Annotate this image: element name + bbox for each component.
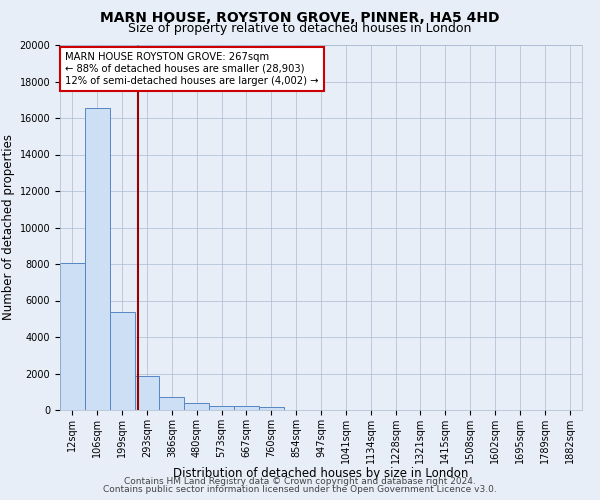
Text: MARN HOUSE, ROYSTON GROVE, PINNER, HA5 4HD: MARN HOUSE, ROYSTON GROVE, PINNER, HA5 4… (100, 11, 500, 25)
Bar (110, 312, 134, 410)
Text: MARN HOUSE ROYSTON GROVE: 267sqm
← 88% of detached houses are smaller (28,903)
1: MARN HOUSE ROYSTON GROVE: 267sqm ← 88% o… (65, 52, 319, 86)
Bar (209, 406, 234, 410)
Y-axis label: Number of detached properties: Number of detached properties (2, 134, 16, 320)
Bar (234, 406, 259, 410)
Text: Size of property relative to detached houses in London: Size of property relative to detached ho… (128, 22, 472, 35)
Bar (160, 397, 184, 410)
Bar (184, 403, 209, 410)
Bar (60, 263, 85, 410)
Bar (85, 108, 110, 410)
Text: Contains HM Land Registry data © Crown copyright and database right 2024.: Contains HM Land Registry data © Crown c… (124, 477, 476, 486)
X-axis label: Distribution of detached houses by size in London: Distribution of detached houses by size … (173, 468, 469, 480)
Bar (259, 408, 284, 410)
Text: Contains public sector information licensed under the Open Government Licence v3: Contains public sector information licen… (103, 485, 497, 494)
Bar (134, 376, 160, 410)
